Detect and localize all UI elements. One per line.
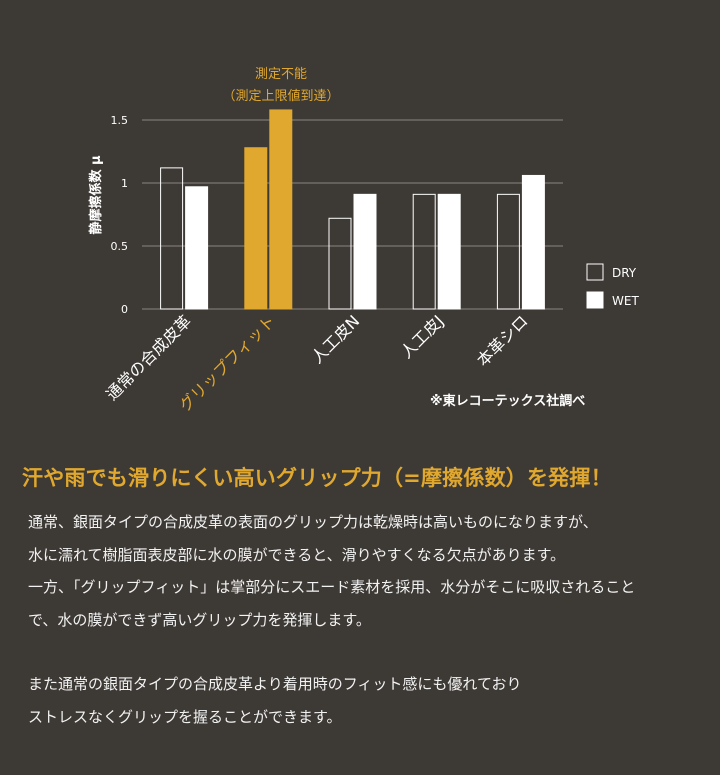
text-line: また通常の銀面タイプの合成皮革より着用時のフィット感にも優れており [28,675,522,693]
bar-dry [412,193,436,310]
x-tick-label: 本革シロ [473,311,532,370]
bar-dry [328,217,352,310]
legend-swatch-dry [586,263,604,281]
legend-label-wet: WET [612,294,639,308]
y-tick-label: 1.5 [111,114,129,127]
text-line: 水に濡れて樹脂面表皮部に水の膜ができると、滑りやすくなる欠点があります。 [28,545,566,564]
y-axis-label: 静摩擦係数 μ [88,155,104,235]
annotation-line-2: （測定上限値到達） [222,88,339,104]
x-tick-label: 人工皮N [307,311,363,367]
text-line: 通常、銀面タイプの合成皮革の表面のグリップ力は乾燥時は高いものになりますが、 [28,513,598,531]
description: 通常、銀面タイプの合成皮革の表面のグリップ力は乾燥時は高いものになりますが、 水… [28,506,708,733]
y-tick-label: 0 [121,303,128,316]
text-line: ストレスなくグリップを握ることができます。 [28,707,342,726]
text-line: 一方、「グリップフィット」は掌部分にスエード素材を採用、水分がそこに吸収されるこ… [28,578,636,596]
bar-wet [269,109,293,310]
x-tick-label: 通常の合成皮革 [102,311,195,404]
paragraph-1: 通常、銀面タイプの合成皮革の表面のグリップ力は乾燥時は高いものになりますが、 水… [28,506,708,636]
bar-wet [437,193,461,310]
y-tick-label: 1 [121,177,128,190]
paragraph-gap [28,636,708,668]
bar-dry [160,167,184,310]
legend-swatch-wet [586,291,604,309]
bar-dry [244,147,268,310]
source-note: ※東レコーテックス社調べ [430,393,585,409]
text-line: で、水の膜ができず高いグリップ力を発揮します。 [28,610,371,629]
bar-wet [521,174,545,310]
y-tick-label: 0.5 [111,240,129,253]
legend-label-dry: DRY [612,266,637,280]
headline: 汗や雨でも滑りにくい高いグリップ力（=摩擦係数）を発揮！ [22,466,612,490]
paragraph-2: また通常の銀面タイプの合成皮革より着用時のフィット感にも優れており ストレスなく… [28,668,708,733]
annotation-line-1: 測定不能 [255,67,307,82]
bar-wet [185,186,209,310]
bar-wet [353,193,377,310]
x-tick-label: 人工皮J [397,311,448,362]
bar-dry [496,193,520,310]
